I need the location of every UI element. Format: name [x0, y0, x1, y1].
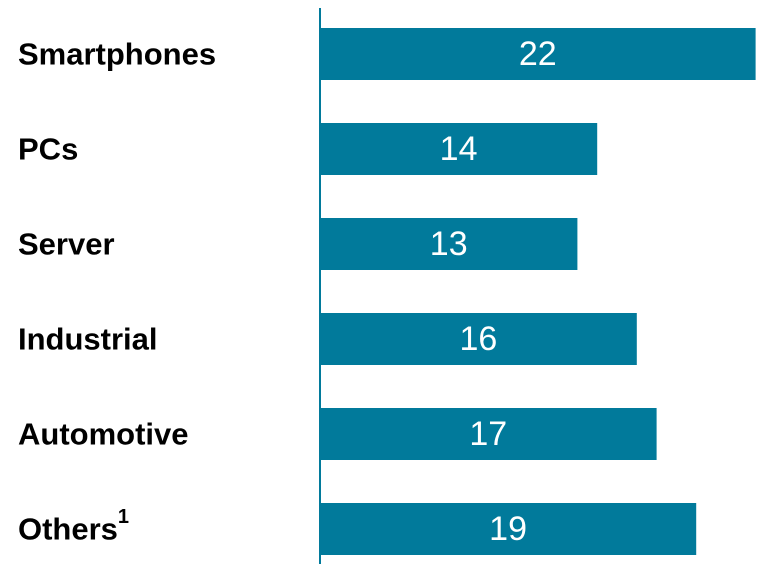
category-label-industrial: Industrial: [18, 322, 158, 357]
bar-automotive: [320, 408, 657, 460]
bar-pcs: [320, 123, 598, 175]
data-label-pcs: 14: [440, 130, 478, 168]
category-label-automotive: Automotive: [18, 417, 189, 452]
bar-others: [320, 503, 697, 555]
bar-smartphones: [320, 28, 756, 80]
data-label-smartphones: 22: [519, 35, 557, 73]
data-label-others: 19: [489, 510, 527, 548]
category-label-server: Server: [18, 227, 115, 262]
data-label-industrial: 16: [459, 320, 497, 358]
bar-server: [320, 218, 578, 270]
footnote-marker: 1: [118, 506, 129, 528]
bar-industrial: [320, 313, 637, 365]
category-label-smartphones: Smartphones: [18, 37, 216, 72]
data-label-server: 13: [430, 225, 468, 263]
category-label-others: Others1: [18, 506, 129, 547]
category-label-pcs: PCs: [18, 132, 78, 167]
data-label-automotive: 17: [469, 415, 507, 453]
